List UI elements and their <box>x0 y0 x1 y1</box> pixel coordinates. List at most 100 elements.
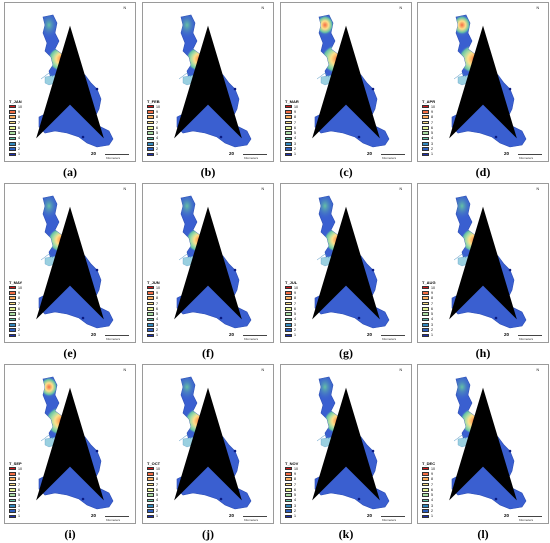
map-frame: N T_AUG 10 9 8 7 6 5 4 3 2 1 20 Kilometers <box>417 183 549 343</box>
legend-label: 6 <box>18 487 20 492</box>
legend-swatch <box>9 301 16 306</box>
scale-bar <box>243 335 267 336</box>
legend-entry: 9 <box>9 290 31 295</box>
legend-entry: 4 <box>422 136 444 141</box>
legend-entry: 6 <box>147 306 169 311</box>
panel-caption: (e) <box>63 346 77 360</box>
legend: T_AUG 10 9 8 7 6 5 4 3 2 1 <box>422 280 444 338</box>
legend-label: 7 <box>18 301 20 306</box>
panel-caption: (h) <box>475 346 491 360</box>
legend-swatch <box>285 328 292 332</box>
north-label: N <box>536 368 540 372</box>
legend-label: 5 <box>156 493 158 498</box>
scale-bar <box>243 516 267 517</box>
legend-label: 10 <box>431 466 435 471</box>
legend-label: 2 <box>18 509 20 514</box>
legend-swatch <box>147 291 154 295</box>
scale-number: 20 <box>91 513 97 518</box>
map-frame: N T_DEC 10 9 8 7 6 5 4 3 2 1 20 Kilometers <box>417 364 549 524</box>
legend-entry: 9 <box>9 109 31 114</box>
scale-number: 20 <box>367 332 373 337</box>
legend-label: 7 <box>18 120 20 125</box>
scale-bar <box>105 516 129 517</box>
legend-entry: 5 <box>147 492 169 497</box>
legend-entry: 8 <box>285 477 307 482</box>
legend-swatch <box>285 498 292 503</box>
legend-swatch <box>285 312 292 316</box>
legend-entry: 3 <box>9 141 31 146</box>
legend-entry: 7 <box>9 301 31 306</box>
legend-label: 4 <box>294 317 296 322</box>
legend-entry: 4 <box>147 317 169 322</box>
map-frame: N T_JAN 10 9 8 7 6 5 4 3 2 1 20 Kilometers <box>4 2 136 162</box>
legend-entry: 10 <box>422 285 444 290</box>
scale-number: 20 <box>367 151 373 156</box>
legend-entry: 8 <box>9 115 31 120</box>
legend-entry: 5 <box>9 130 31 135</box>
scale-text: Kilometers <box>382 336 397 341</box>
legend-entry: 1 <box>147 514 169 519</box>
scale-bar <box>243 154 267 155</box>
legend-label: 6 <box>18 306 20 311</box>
legend-swatch <box>147 136 154 141</box>
legend-swatch <box>147 147 154 151</box>
north-label: N <box>536 6 540 10</box>
scale-bar <box>518 335 542 336</box>
scale-text: Kilometers <box>106 517 121 522</box>
legend-label: 3 <box>431 322 433 327</box>
legend-entry: 8 <box>147 477 169 482</box>
legend-entry: 9 <box>9 471 31 476</box>
legend-swatch <box>285 307 292 311</box>
legend-swatch <box>147 110 154 114</box>
legend-label: 6 <box>294 487 296 492</box>
legend-label: 3 <box>431 141 433 146</box>
legend-label: 7 <box>156 301 158 306</box>
legend-label: 4 <box>156 136 158 141</box>
legend-entry: 6 <box>147 125 169 130</box>
legend-swatch <box>285 317 292 322</box>
legend-label: 9 <box>294 290 296 295</box>
map-frame: N T_JUN 10 9 8 7 6 5 4 3 2 1 20 Kilometers <box>142 183 274 343</box>
legend-entry: 7 <box>147 482 169 487</box>
legend-swatch <box>9 488 16 492</box>
scale-text: Kilometers <box>106 336 121 341</box>
legend: T_MAY 10 9 8 7 6 5 4 3 2 1 <box>9 280 31 338</box>
legend-entry: 2 <box>422 146 444 151</box>
legend-entry: 6 <box>147 487 169 492</box>
legend-label: 1 <box>18 514 20 519</box>
legend-entry: 10 <box>9 104 31 109</box>
legend-title: T_APR <box>422 99 436 104</box>
panel-caption: (f) <box>202 346 214 360</box>
panel-caption: (g) <box>339 346 353 360</box>
legend-entry: 1 <box>147 333 169 338</box>
legend-label: 1 <box>431 514 433 519</box>
legend-label: 6 <box>18 125 20 130</box>
north-label: N <box>123 6 127 10</box>
legend-swatch <box>422 301 429 306</box>
legend-swatch <box>9 493 16 497</box>
legend-entry: 4 <box>285 317 307 322</box>
legend-label: 9 <box>294 109 296 114</box>
legend-label: 9 <box>156 109 158 114</box>
legend-label: 7 <box>294 482 296 487</box>
legend-label: 8 <box>294 115 296 120</box>
legend-title: T_JAN <box>9 99 22 104</box>
legend-entry: 1 <box>285 514 307 519</box>
map-panel-c: N T_MAR 10 9 8 7 6 5 4 3 2 1 20 Kilometers (c) <box>278 0 414 181</box>
legend-label: 2 <box>431 328 433 333</box>
panel-caption: (l) <box>477 527 489 541</box>
legend-label: 4 <box>18 498 20 503</box>
legend-entry: 5 <box>422 311 444 316</box>
legend-entry: 5 <box>422 130 444 135</box>
legend-title: T_AUG <box>422 280 436 285</box>
legend-swatch <box>285 152 292 157</box>
legend-entry: 6 <box>422 487 444 492</box>
legend-entry: 7 <box>422 120 444 125</box>
legend-swatch <box>9 147 16 151</box>
legend-swatch <box>147 131 154 135</box>
legend-title: T_MAY <box>9 280 23 285</box>
legend-entry: 7 <box>422 301 444 306</box>
legend-label: 6 <box>431 306 433 311</box>
north-arrow-icon <box>449 25 517 139</box>
legend-entry: 4 <box>147 498 169 503</box>
